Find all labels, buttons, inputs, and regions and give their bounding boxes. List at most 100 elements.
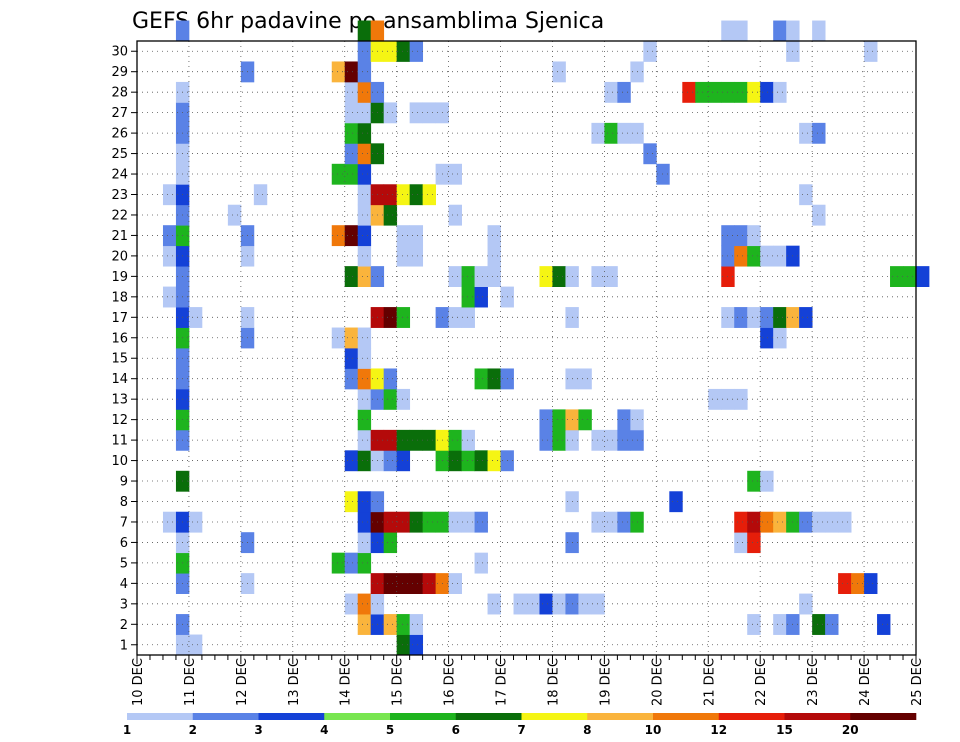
x-tick-label: 23 DEC [806, 658, 821, 706]
heatmap-cell [383, 41, 398, 62]
heatmap-cell [461, 450, 475, 472]
heatmap-cell [448, 450, 462, 472]
legend-swatch [192, 713, 259, 720]
y-tick-label: 25 [111, 147, 128, 162]
heatmap-cell [682, 81, 696, 103]
heatmap-cell [383, 368, 398, 390]
y-tick-label: 14 [111, 372, 128, 387]
heatmap-cell [487, 593, 501, 615]
heatmap-cell [396, 634, 411, 656]
heatmap-cell [747, 511, 761, 533]
heatmap-cell [396, 41, 411, 62]
y-tick-label: 20 [111, 249, 128, 264]
heatmap-cell [344, 81, 359, 103]
heatmap-cell [474, 552, 488, 574]
heatmap-cell [357, 163, 372, 185]
heatmap-cell [747, 245, 761, 267]
heatmap-cell [409, 511, 424, 533]
heatmap-cell [357, 41, 372, 62]
heatmap-cell [344, 163, 359, 185]
heatmap-cell [643, 41, 657, 62]
heatmap-cell [617, 429, 631, 451]
heatmap-cell [656, 163, 670, 185]
heatmap-cell [448, 266, 462, 287]
heatmap-cell [734, 225, 748, 247]
heatmap-cell [370, 20, 385, 42]
heatmap-cell [799, 307, 813, 328]
legend-swatch [127, 713, 194, 720]
heatmap-cell [604, 81, 618, 103]
y-tick-label: 10 [111, 454, 128, 469]
heatmap-cell [487, 266, 501, 287]
heatmap-cell [747, 81, 761, 103]
legend-label: 2 [189, 723, 197, 737]
heatmap-cell [604, 122, 618, 144]
heatmap-cell [448, 429, 462, 451]
heatmap-cell [344, 122, 359, 144]
heatmap-cell [383, 204, 398, 226]
heatmap-cell [396, 388, 411, 410]
heatmap-cell [773, 511, 787, 533]
heatmap-cell [344, 225, 359, 247]
heatmap-cell [357, 245, 372, 267]
x-tick-label: 18 DEC [546, 658, 561, 706]
heatmap-cell [604, 429, 618, 451]
heatmap-cell [734, 511, 748, 533]
heatmap-cell [747, 532, 761, 554]
legend-swatch [784, 713, 851, 720]
heatmap-cell [331, 327, 346, 349]
heatmap-cell [747, 307, 761, 328]
heatmap-cell [357, 593, 372, 615]
heatmap-cell [773, 327, 787, 349]
y-tick-label: 17 [111, 311, 128, 326]
legend-label: 3 [254, 723, 262, 737]
heatmap-cell [721, 20, 735, 42]
heatmap-cell [487, 225, 501, 247]
x-tick-label: 22 DEC [754, 658, 769, 706]
heatmap-cell [357, 491, 372, 513]
heatmap-cell [799, 511, 813, 533]
heatmap-cell [396, 429, 411, 451]
heatmap-cell [578, 368, 592, 390]
heatmap-cell [357, 552, 372, 574]
y-tick-label: 2 [120, 618, 128, 633]
heatmap-cell [617, 81, 631, 103]
heatmap-cell [253, 184, 268, 206]
heatmap-cell [552, 266, 566, 287]
heatmap-cell [708, 81, 722, 103]
x-tick-label: 10 DEC [131, 658, 146, 706]
y-tick-label: 23 [111, 188, 128, 203]
y-tick-label: 5 [120, 556, 128, 571]
heatmap-cell [357, 532, 372, 554]
heatmap-cell [422, 573, 437, 594]
legend-swatch [850, 713, 917, 720]
heatmap-cell [591, 511, 605, 533]
heatmap-cell [357, 388, 372, 410]
heatmap-cell [617, 511, 631, 533]
heatmap-cell [487, 450, 501, 472]
heatmap-cell [188, 307, 203, 328]
heatmap-cell [513, 593, 527, 615]
heatmap-cell [825, 511, 839, 533]
heatmap-cell [422, 102, 437, 124]
heatmap-cell [773, 81, 787, 103]
heatmap-cell [357, 511, 372, 533]
heatmap-cell [396, 614, 411, 635]
heatmap-cell [357, 429, 372, 451]
heatmap-cell [344, 327, 359, 349]
heatmap-cell [539, 429, 553, 451]
heatmap-cell [175, 20, 190, 42]
heatmap-cell [383, 388, 398, 410]
y-tick-label: 9 [120, 475, 128, 490]
heatmap-cell [357, 225, 372, 247]
heatmap-cell [162, 511, 177, 533]
legend-swatch [324, 713, 391, 720]
heatmap-cell [773, 307, 787, 328]
heatmap-cell [422, 511, 437, 533]
heatmap-cell [383, 184, 398, 206]
heatmap-cell [591, 429, 605, 451]
heatmap-cell [409, 634, 424, 656]
heatmap-cell [695, 81, 709, 103]
heatmap-cell [162, 245, 177, 267]
heatmap-cell [422, 429, 437, 451]
